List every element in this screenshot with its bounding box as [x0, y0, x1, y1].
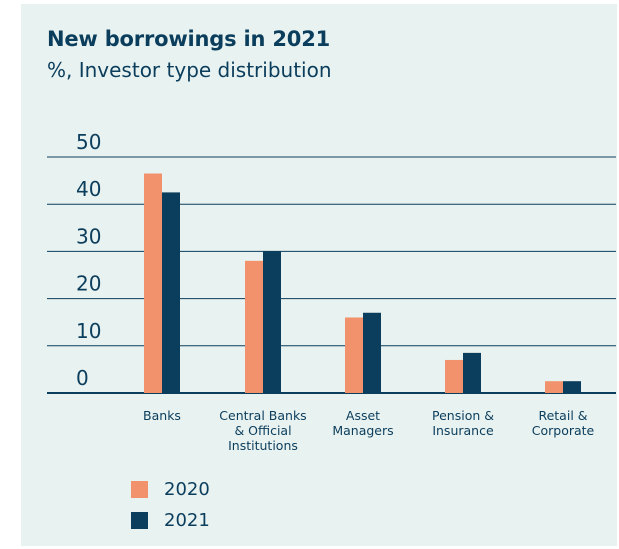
x-category-label: Central Banks & Official Institutions — [219, 408, 306, 453]
y-tick-label: 10 — [76, 319, 101, 343]
bar-2020 — [245, 260, 263, 393]
x-category-label: Retail & Corporate — [532, 408, 595, 438]
bar-2020 — [345, 317, 363, 393]
x-category-label: Asset Managers — [332, 408, 393, 438]
bar-2021 — [563, 381, 581, 393]
y-tick-label: 30 — [76, 224, 101, 248]
y-tick-label: 20 — [76, 272, 101, 296]
bar-2021 — [463, 352, 481, 393]
bar-2021 — [363, 312, 381, 393]
y-tick-label: 0 — [76, 366, 89, 390]
legend-label-2020: 2020 — [164, 479, 210, 500]
bar-2020 — [445, 359, 463, 393]
legend-item-2021: 2021 — [131, 510, 210, 531]
chart-subtitle: %, Investor type distribution — [47, 58, 332, 82]
bar-2020 — [144, 173, 162, 393]
chart-panel — [21, 4, 617, 546]
legend-label-2021: 2021 — [164, 510, 210, 531]
bar-2021 — [162, 192, 180, 393]
chart-title: New borrowings in 2021 — [47, 27, 331, 51]
legend-item-2020: 2020 — [131, 479, 210, 500]
x-category-label: Banks — [143, 408, 181, 423]
legend-swatch-2020 — [131, 481, 148, 498]
y-tick-label: 40 — [76, 177, 101, 201]
bar-2020 — [545, 381, 563, 393]
legend-swatch-2021 — [131, 512, 148, 529]
x-category-label: Pension & Insurance — [432, 408, 494, 438]
y-tick-label: 50 — [76, 130, 101, 154]
bar-2021 — [263, 251, 281, 393]
